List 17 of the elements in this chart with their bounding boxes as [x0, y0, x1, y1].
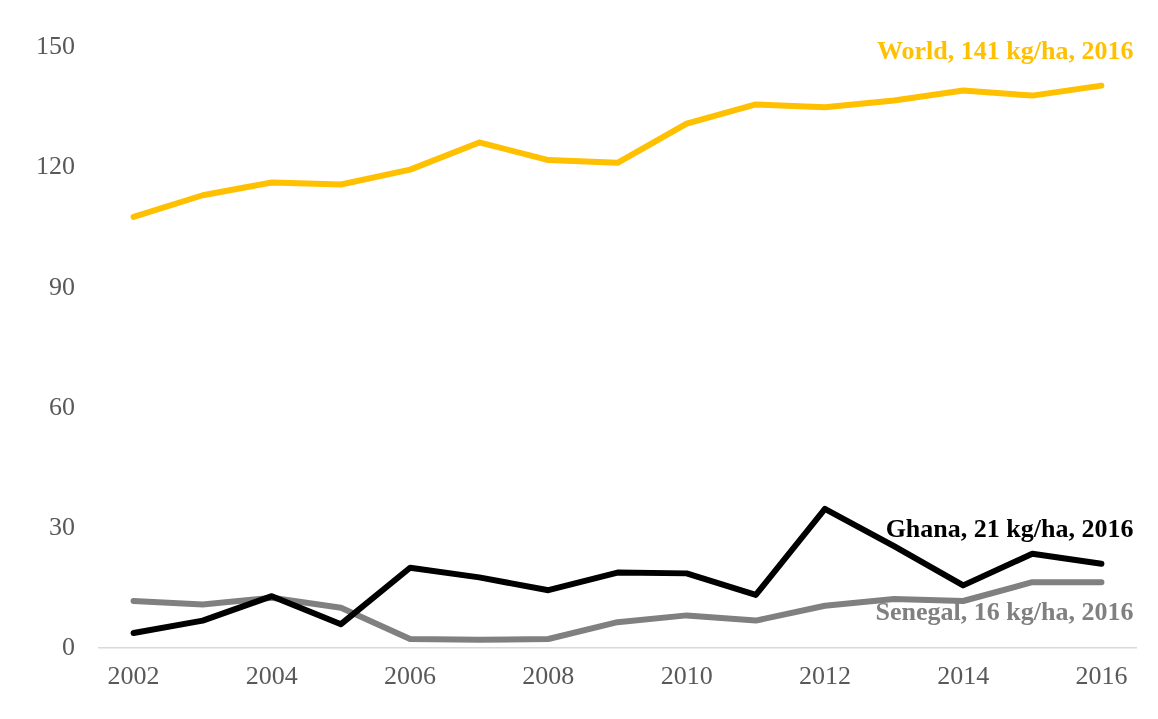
x-tick-label: 2016	[1075, 661, 1128, 691]
x-tick-label: 2002	[107, 661, 160, 691]
series-label: Senegal, 16 kg/ha, 2016	[875, 596, 1134, 626]
x-tick-label: 2010	[660, 661, 713, 691]
y-tick-label: 60	[49, 391, 75, 421]
y-tick-label: 0	[62, 631, 75, 661]
y-tick-label: 150	[36, 31, 75, 61]
x-tick-label: 2012	[798, 661, 851, 691]
series-label: World, 141 kg/ha, 2016	[877, 36, 1134, 66]
x-tick-label: 2008	[522, 661, 575, 691]
x-tick-label: 2006	[384, 661, 437, 691]
y-tick-label: 90	[49, 271, 75, 301]
x-tick-label: 2004	[245, 661, 298, 691]
series-label: Ghana, 21 kg/ha, 2016	[885, 514, 1134, 544]
x-tick-label: 2014	[937, 661, 990, 691]
y-tick-label: 120	[36, 151, 75, 181]
y-tick-label: 30	[49, 511, 75, 541]
